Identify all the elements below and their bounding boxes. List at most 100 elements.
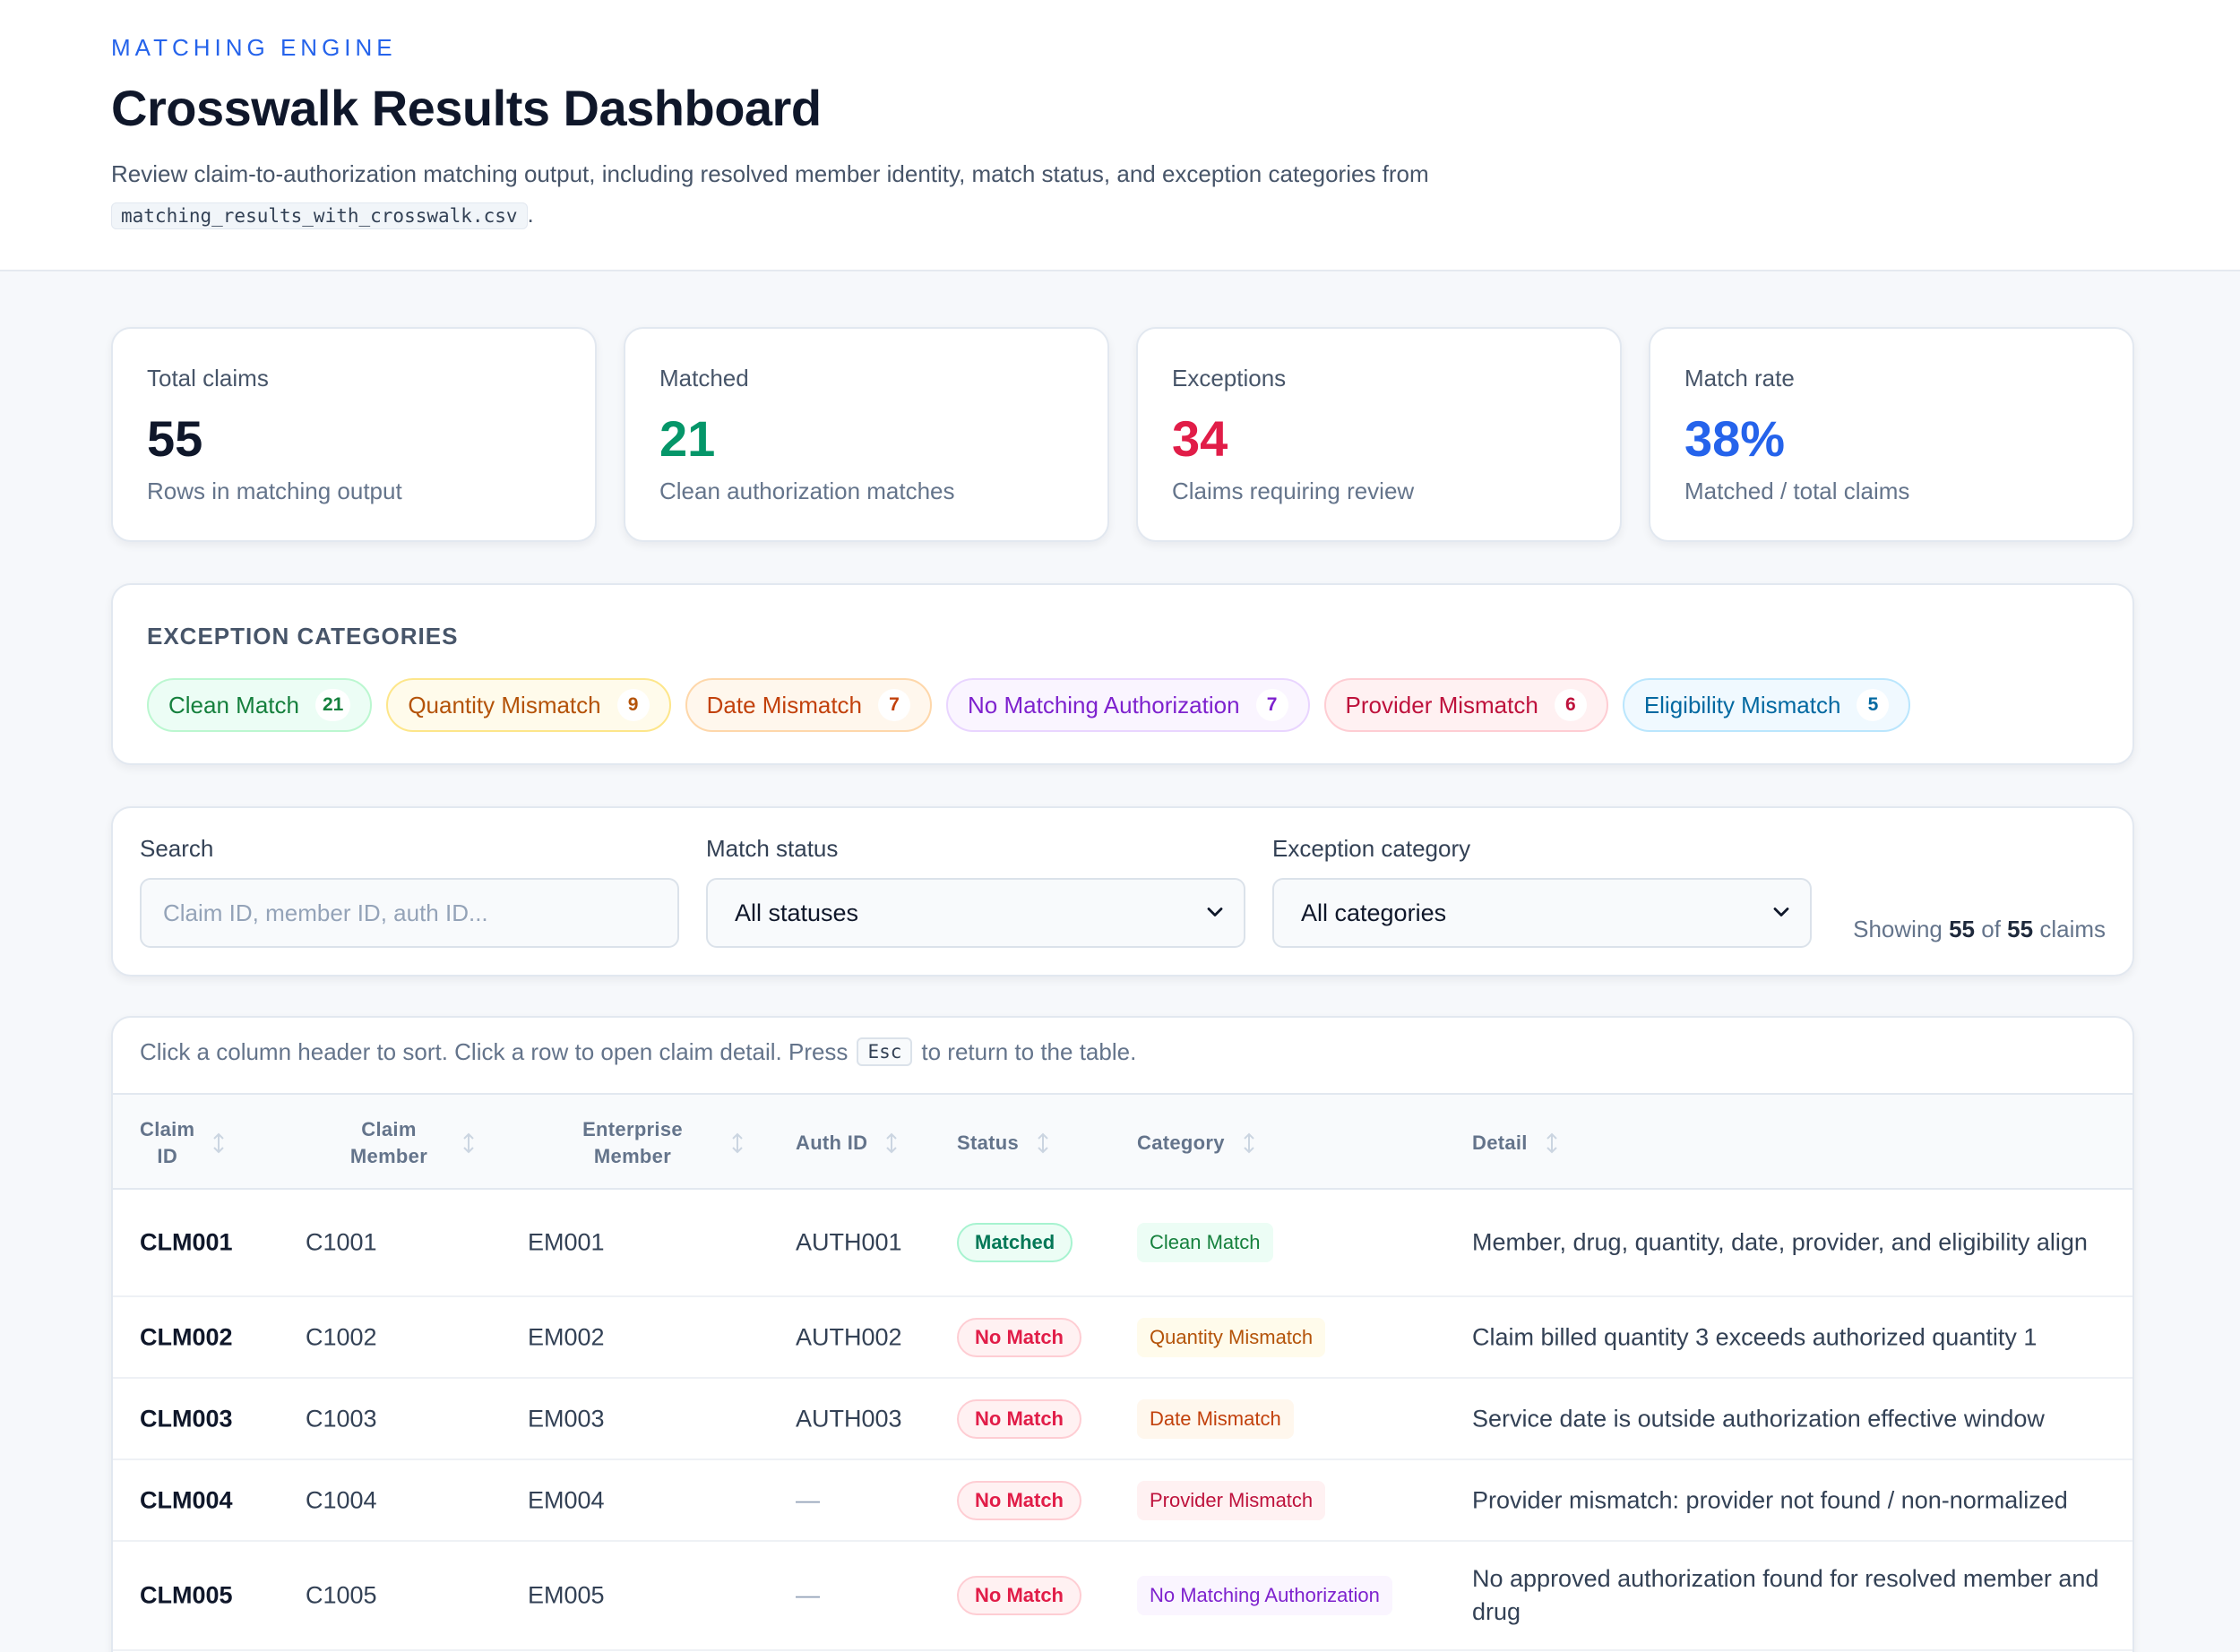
stat-label: Total claims: [147, 365, 269, 391]
sort-arrows-icon: [886, 1132, 898, 1154]
chevron-down-icon: [1207, 908, 1223, 916]
cell-detail: Service date is outside authorization ef…: [1472, 1405, 2045, 1432]
chip-count: 6: [1554, 689, 1587, 721]
stat-sub: Clean authorization matches: [659, 478, 955, 504]
stat-sub: Rows in matching output: [147, 478, 402, 504]
table-row[interactable]: CLM003 C1003 EM003 AUTH003 No Match Date…: [113, 1379, 2132, 1460]
col-header-enterprise-member[interactable]: Enterprise Member: [552, 1095, 745, 1192]
result-count-prefix: Showing: [1853, 916, 1943, 942]
page-subtitle: Review claim-to-authorization matching o…: [111, 154, 1455, 237]
source-filename: matching_results_with_crosswalk.csv: [111, 202, 528, 229]
stat-card-exceptions: Exceptions 34 Claims requiring review: [1136, 327, 1622, 542]
stat-sub: Claims requiring review: [1172, 478, 1415, 504]
chip-provider-mismatch[interactable]: Provider Mismatch 6: [1323, 678, 1608, 732]
match-status-label: Match status: [706, 835, 839, 862]
col-label-2: Member: [349, 1145, 428, 1167]
status-badge: No Match: [957, 1576, 1081, 1615]
col-label: Enterprise: [582, 1118, 683, 1140]
status-badge: No Match: [957, 1317, 1081, 1357]
chip-quantity-mismatch[interactable]: Quantity Mismatch 9: [386, 678, 671, 732]
cell-enterprise-member: EM001: [528, 1228, 605, 1256]
stat-card-matched: Matched 21 Clean authorization matches: [624, 327, 1109, 542]
cell-auth-id: AUTH002: [796, 1323, 902, 1350]
cell-detail: Provider mismatch: provider not found / …: [1472, 1486, 2068, 1513]
match-status-select[interactable]: All statuses: [706, 878, 1245, 948]
sort-arrows-icon: [1244, 1132, 1254, 1154]
table-row[interactable]: CLM005 C1005 EM005 — No Match No Matchin…: [113, 1542, 2132, 1651]
chip-label: Quantity Mismatch: [408, 691, 601, 718]
sort-arrows-icon: [463, 1132, 474, 1154]
cell-claim-member: C1001: [306, 1228, 377, 1256]
results-table-panel: Click a column header to sort. Click a r…: [111, 1016, 2134, 1652]
cell-auth-id: AUTH001: [796, 1228, 902, 1256]
cell-claim-id: CLM001: [140, 1228, 233, 1256]
result-count-suffix: claims: [2039, 916, 2106, 942]
chip-no-matching-authorization[interactable]: No Matching Authorization 7: [946, 678, 1310, 732]
status-badge: No Match: [957, 1398, 1081, 1439]
stat-value: 38%: [1684, 410, 1786, 467]
exception-category-select[interactable]: All categories: [1272, 878, 1812, 948]
col-label: Detail: [1472, 1131, 1528, 1154]
cell-detail: No approved authorization found for reso…: [1472, 1565, 2099, 1625]
status-badge: Matched: [957, 1223, 1073, 1262]
col-header-status[interactable]: Status: [957, 1095, 1051, 1192]
chip-label: Provider Mismatch: [1345, 691, 1538, 718]
table-row[interactable]: CLM002 C1002 EM002 AUTH002 No Match Quan…: [113, 1297, 2132, 1379]
chip-label: Eligibility Mismatch: [1643, 691, 1841, 718]
stat-label: Exceptions: [1172, 365, 1287, 391]
chip-date-mismatch[interactable]: Date Mismatch 7: [685, 678, 933, 732]
exception-category-value: All categories: [1301, 899, 1447, 926]
stat-label: Match rate: [1684, 365, 1795, 391]
col-header-claim-id[interactable]: Claim ID: [140, 1095, 227, 1192]
cell-detail: Claim billed quantity 3 exceeds authoriz…: [1472, 1323, 2038, 1350]
table-row[interactable]: CLM004 C1004 EM004 — No Match Provider M…: [113, 1460, 2132, 1542]
search-input[interactable]: [140, 878, 679, 948]
subtitle-end: .: [527, 201, 534, 228]
cell-enterprise-member: EM002: [528, 1323, 605, 1350]
chip-count: 5: [1857, 689, 1890, 721]
col-label: Auth ID: [796, 1131, 868, 1154]
stat-sub: Matched / total claims: [1684, 478, 1910, 504]
cell-claim-id: CLM002: [140, 1323, 233, 1350]
table-header: Claim ID Claim Member Enterprise Member Aut…: [113, 1093, 2132, 1190]
cell-detail: Member, drug, quantity, date, provider, …: [1472, 1228, 2088, 1256]
col-header-claim-member[interactable]: Claim Member: [333, 1095, 477, 1192]
chevron-down-icon: [1773, 908, 1789, 916]
category-tag: Clean Match: [1137, 1223, 1273, 1262]
col-label: Status: [957, 1131, 1020, 1154]
chip-count: 7: [1255, 689, 1288, 721]
table-row[interactable]: CLM001 C1001 EM001 AUTH001 Matched Clean…: [113, 1190, 2132, 1297]
stat-value: 55: [147, 410, 203, 467]
result-count: Showing 55 of 55 claims: [1853, 916, 2106, 943]
sort-arrows-icon: [1546, 1132, 1557, 1154]
cell-claim-member: C1004: [306, 1486, 377, 1513]
col-label-2: Member: [593, 1145, 672, 1167]
cell-claim-member: C1003: [306, 1405, 377, 1432]
page-title: Crosswalk Results Dashboard: [111, 80, 822, 136]
stat-value: 21: [659, 410, 716, 467]
col-header-auth-id[interactable]: Auth ID: [796, 1095, 900, 1192]
col-header-detail[interactable]: Detail: [1472, 1095, 1560, 1192]
exception-categories-panel: EXCEPTION CATEGORIES Clean Match 21 Quan…: [111, 583, 2134, 765]
cell-claim-id: CLM003: [140, 1405, 233, 1432]
search-label: Search: [140, 835, 214, 862]
cell-claim-member: C1005: [306, 1581, 377, 1609]
chip-eligibility-mismatch[interactable]: Eligibility Mismatch 5: [1622, 678, 1911, 732]
exception-category-label: Exception category: [1272, 835, 1471, 862]
result-count-total: 55: [2007, 916, 2034, 942]
category-tag: No Matching Authorization: [1137, 1576, 1392, 1615]
result-count-of: of: [1981, 916, 2001, 942]
esc-key: Esc: [857, 1037, 913, 1066]
sort-arrows-icon: [1038, 1132, 1048, 1154]
hint-text: Click a column header to sort. Click a r…: [140, 1037, 849, 1065]
page-header: MATCHING ENGINE Crosswalk Results Dashbo…: [0, 0, 2240, 271]
filter-panel: Search Match status All statuses Excepti…: [111, 806, 2134, 977]
status-badge: No Match: [957, 1480, 1081, 1520]
cell-claim-id: CLM005: [140, 1581, 233, 1609]
chip-clean-match[interactable]: Clean Match 21: [147, 678, 373, 732]
eyebrow-label: MATCHING ENGINE: [111, 34, 397, 61]
col-header-category[interactable]: Category: [1137, 1095, 1257, 1192]
cell-claim-id: CLM004: [140, 1486, 233, 1513]
cell-enterprise-member: EM003: [528, 1405, 605, 1432]
chip-count: 9: [616, 689, 650, 721]
